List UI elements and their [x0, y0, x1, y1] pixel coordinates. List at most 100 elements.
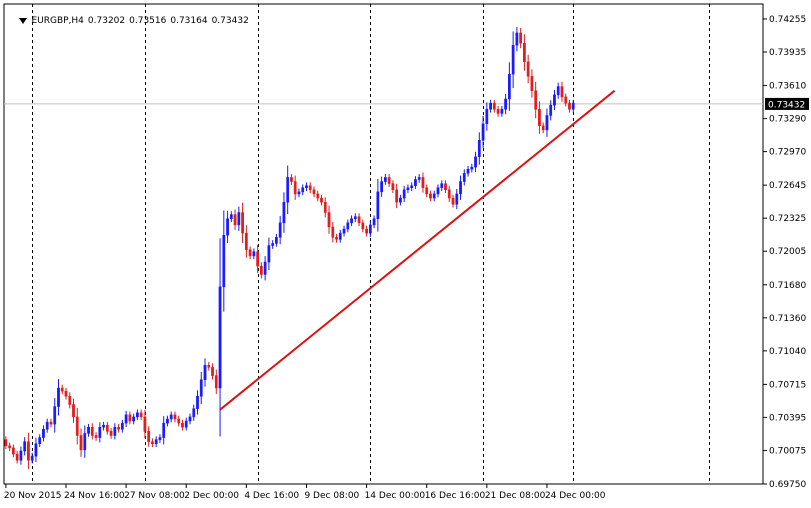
candle-body: [440, 183, 444, 188]
candle-body: [166, 418, 169, 424]
x-tick-label: 14 Dec 00:00: [365, 491, 426, 501]
candle-body: [515, 32, 519, 46]
candle-body: [57, 387, 60, 407]
candle-body: [470, 166, 474, 170]
candle-body: [53, 406, 57, 425]
y-tick-label: 0.72325: [769, 214, 806, 224]
candle-body: [545, 115, 549, 131]
candle-body: [553, 94, 556, 106]
candle-body: [237, 212, 241, 226]
candle-body: [64, 390, 68, 397]
candle-body: [305, 185, 308, 188]
candle-body: [60, 387, 64, 392]
y-tick-label: 0.72645: [769, 181, 806, 191]
candle-body: [519, 32, 523, 44]
candle-body: [83, 433, 87, 451]
candle-body: [181, 422, 184, 428]
candle-body: [474, 156, 477, 168]
candle-body: [203, 365, 207, 380]
candle-body: [504, 98, 507, 110]
y-tick-label: 0.73610: [769, 82, 806, 92]
candle-body: [158, 437, 162, 440]
candle-body: [128, 414, 132, 422]
y-tick-label: 0.70715: [769, 380, 806, 390]
candle-body: [248, 249, 252, 257]
candle-body: [376, 191, 380, 219]
candle-body: [511, 45, 515, 75]
candle-body: [500, 109, 504, 114]
x-tick-label: 4 Dec 16:00: [244, 491, 299, 501]
candle-body: [556, 86, 560, 96]
chart-header-dropdown-icon[interactable]: [19, 17, 28, 24]
candle-body: [312, 189, 316, 195]
candle-body: [406, 187, 410, 191]
candle-body: [429, 193, 432, 199]
low-value: 0.73164: [170, 16, 208, 26]
candle-body: [207, 365, 211, 368]
candle-body: [229, 214, 233, 219]
candle-body: [23, 441, 27, 452]
y-tick-label: 0.70395: [769, 413, 806, 423]
candle-body: [380, 181, 383, 193]
candle-body: [151, 441, 154, 444]
candle-body: [154, 439, 158, 444]
trendline: [219, 89, 616, 411]
candle-body: [72, 404, 75, 418]
candle-body: [226, 218, 229, 236]
candle-body: [38, 437, 42, 444]
candle-body: [485, 109, 489, 124]
plot-frame: [3, 3, 764, 485]
candle-body: [357, 216, 361, 224]
open-value: 0.73202: [87, 16, 126, 26]
y-tick-label: 0.72005: [769, 247, 806, 257]
candle-body: [417, 177, 421, 180]
candle-body: [432, 193, 436, 199]
candle-body: [425, 187, 429, 195]
candles-group: [4, 26, 575, 470]
candle-body: [147, 431, 151, 442]
candle-body: [143, 416, 147, 432]
x-tick-label: 2 Dec 00:00: [184, 491, 239, 501]
candle-body: [568, 102, 571, 110]
candle-body: [353, 216, 357, 219]
candle-body: [564, 96, 568, 104]
candle-body: [105, 424, 109, 432]
candle-body: [233, 214, 237, 226]
candle-body: [244, 232, 248, 250]
candle-body: [331, 226, 335, 238]
candle-body: [410, 185, 414, 188]
candle-body: [549, 104, 553, 116]
candle-body: [120, 422, 124, 430]
candle-body: [541, 125, 545, 131]
candle-body: [278, 222, 282, 238]
x-tick-label: 24 Dec 00:00: [545, 491, 606, 501]
candle-body: [481, 123, 485, 141]
y-tick-label: 0.70075: [769, 446, 806, 456]
candle-body: [534, 90, 538, 110]
candle-body: [436, 187, 440, 195]
y-tick-label: 0.74255: [769, 15, 806, 25]
candle-body: [196, 396, 199, 409]
y-tick-label: 0.71040: [769, 347, 806, 357]
candle-body: [372, 218, 376, 226]
candle-body: [342, 228, 346, 234]
candle-body: [75, 416, 79, 436]
candle-body: [399, 197, 402, 203]
candle-body: [19, 450, 23, 461]
current-price-label-bg: [765, 97, 809, 110]
candle-body: [34, 443, 38, 457]
candle-body: [320, 197, 323, 203]
candle-body: [45, 421, 49, 430]
x-tick-label: 16 Dec 16:00: [425, 491, 486, 501]
y-tick-label: 0.73935: [769, 48, 806, 58]
candle-body: [368, 224, 372, 234]
candle-body: [102, 424, 105, 428]
candle-body: [184, 420, 188, 428]
x-tick-label: 20 Nov 2015: [4, 491, 62, 501]
candle-body: [271, 243, 275, 246]
x-tick-label: 21 Dec 08:00: [485, 491, 546, 501]
candle-body: [571, 102, 575, 110]
candle-body: [173, 414, 177, 420]
